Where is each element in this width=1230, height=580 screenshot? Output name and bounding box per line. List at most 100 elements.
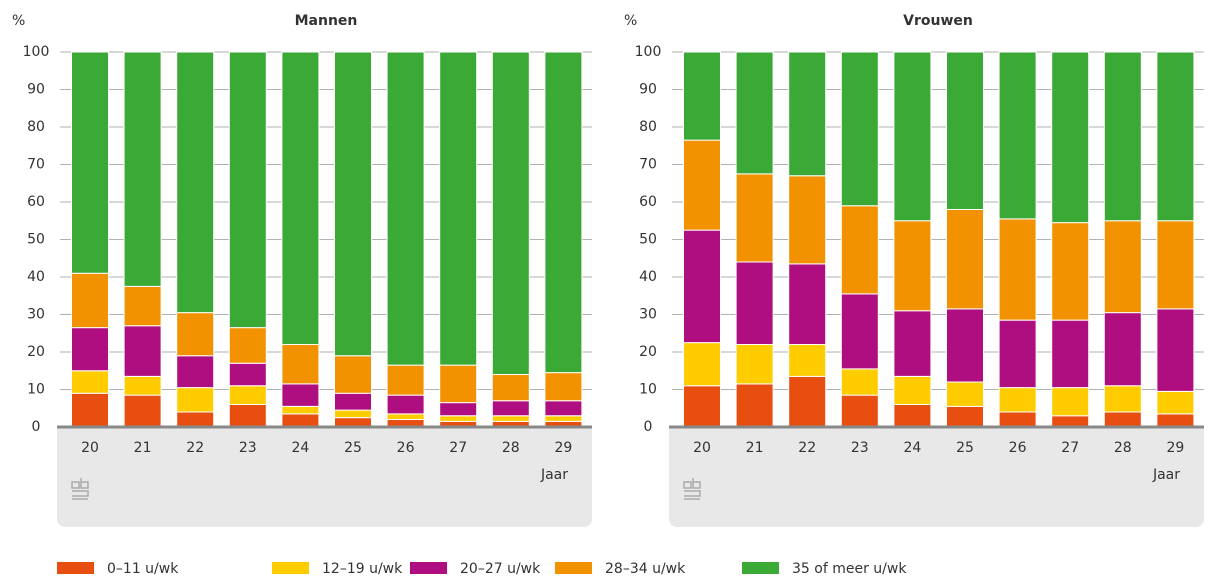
bar-segment <box>491 51 530 375</box>
legend-swatch <box>272 562 309 574</box>
bar-segment <box>176 411 215 428</box>
x-tick-label: 24 <box>291 440 309 456</box>
bar-segment <box>439 402 478 417</box>
x-tick-label: 24 <box>903 440 921 456</box>
bar-segment <box>176 355 215 389</box>
legend-label: 0–11 u/wk <box>107 561 179 577</box>
bar-segment <box>840 293 879 370</box>
bar-segment <box>228 362 267 387</box>
legend-label: 20–27 u/wk <box>460 561 541 577</box>
legend-swatch <box>57 562 94 574</box>
bar-segment <box>491 400 530 417</box>
axis-panel <box>669 427 1204 527</box>
y-tick-label: 30 <box>639 307 657 323</box>
x-tick-label: 29 <box>554 440 572 456</box>
y-tick-label: 20 <box>27 344 45 360</box>
bar-segment <box>946 405 984 428</box>
y-tick-label: 70 <box>639 157 657 173</box>
bar-segment <box>386 51 425 366</box>
bar-segment <box>386 413 425 420</box>
bar-segment <box>788 263 827 345</box>
bar-segment <box>1051 387 1090 417</box>
bar-segment <box>281 413 320 428</box>
legend-swatch <box>555 562 592 574</box>
x-tick-label: 23 <box>239 440 257 456</box>
x-tick-label: 26 <box>397 440 415 456</box>
y-tick-label: 90 <box>27 82 45 98</box>
bar-segment <box>281 383 320 407</box>
bar-segment <box>1051 415 1090 428</box>
y-tick-label: 70 <box>27 157 45 173</box>
bar-segment <box>788 344 827 377</box>
y-tick-label: 90 <box>639 82 657 98</box>
x-tick-label: 29 <box>1166 440 1184 456</box>
x-tick-label: 23 <box>851 440 869 456</box>
bar-segment <box>176 51 215 314</box>
bar-segment <box>946 308 984 383</box>
bar-segment <box>228 51 267 329</box>
bar-segment <box>71 370 109 394</box>
x-tick-label: 27 <box>449 440 467 456</box>
bar-segment <box>735 344 774 385</box>
bar-segment <box>1103 51 1142 222</box>
bar-segment <box>735 383 774 428</box>
bar-segment <box>998 387 1037 413</box>
x-tick-label: 26 <box>1009 440 1027 456</box>
bar-segment <box>788 375 827 428</box>
x-tick-label: 25 <box>956 440 974 456</box>
x-tick-label: 27 <box>1061 440 1079 456</box>
bar-segment <box>123 51 162 287</box>
bar-segment <box>439 415 478 422</box>
bar-segment <box>123 285 162 327</box>
legend-swatch <box>410 562 447 574</box>
bar-segment <box>334 409 372 419</box>
bar-segment <box>1051 222 1090 321</box>
bar-segment <box>1156 413 1195 428</box>
x-tick-label: 28 <box>502 440 520 456</box>
y-tick-label: 10 <box>27 382 45 398</box>
bar-segment <box>735 173 774 263</box>
bar-segment <box>683 342 721 387</box>
x-tick-label: 21 <box>134 440 152 456</box>
bar-segment <box>71 392 109 428</box>
bar-segment <box>893 51 932 222</box>
x-axis-label: Jaar <box>540 467 568 483</box>
bar-segment <box>123 325 162 377</box>
bar-segment <box>1103 312 1142 387</box>
bar-segment <box>1103 411 1142 428</box>
bar-segment <box>228 327 267 364</box>
bar-segment <box>893 375 932 405</box>
x-tick-label: 20 <box>693 440 711 456</box>
y-tick-label: 100 <box>635 44 662 60</box>
axis-panel-top <box>669 427 1204 437</box>
bar-segment <box>998 218 1037 321</box>
bar-segment <box>176 387 215 413</box>
bar-segment <box>334 392 372 411</box>
bar-segment <box>683 139 721 231</box>
bar-segment <box>123 394 162 428</box>
bar-segment <box>123 375 162 396</box>
y-tick-label: 60 <box>639 194 657 210</box>
legend-label: 28–34 u/wk <box>605 561 686 577</box>
bar-segment <box>544 372 583 402</box>
bar-segment <box>998 411 1037 428</box>
x-tick-label: 22 <box>186 440 204 456</box>
bar-segment <box>71 51 109 274</box>
bar-segment <box>71 272 109 329</box>
bar-segment <box>840 394 879 428</box>
x-axis-label: Jaar <box>1152 467 1180 483</box>
bar-segment <box>1051 319 1090 389</box>
bar-segment <box>439 364 478 404</box>
y-tick-label: 0 <box>644 419 653 435</box>
axis-panel-top <box>57 427 592 437</box>
y-tick-label: 40 <box>639 269 657 285</box>
y-axis-label: % <box>624 13 637 29</box>
x-tick-label: 22 <box>798 440 816 456</box>
legend-label: 35 of meer u/wk <box>792 561 907 577</box>
bar-segment <box>544 400 583 417</box>
bar-segment <box>1156 51 1195 222</box>
bar-segment <box>491 415 530 422</box>
y-tick-label: 10 <box>639 382 657 398</box>
y-tick-label: 50 <box>639 232 657 248</box>
